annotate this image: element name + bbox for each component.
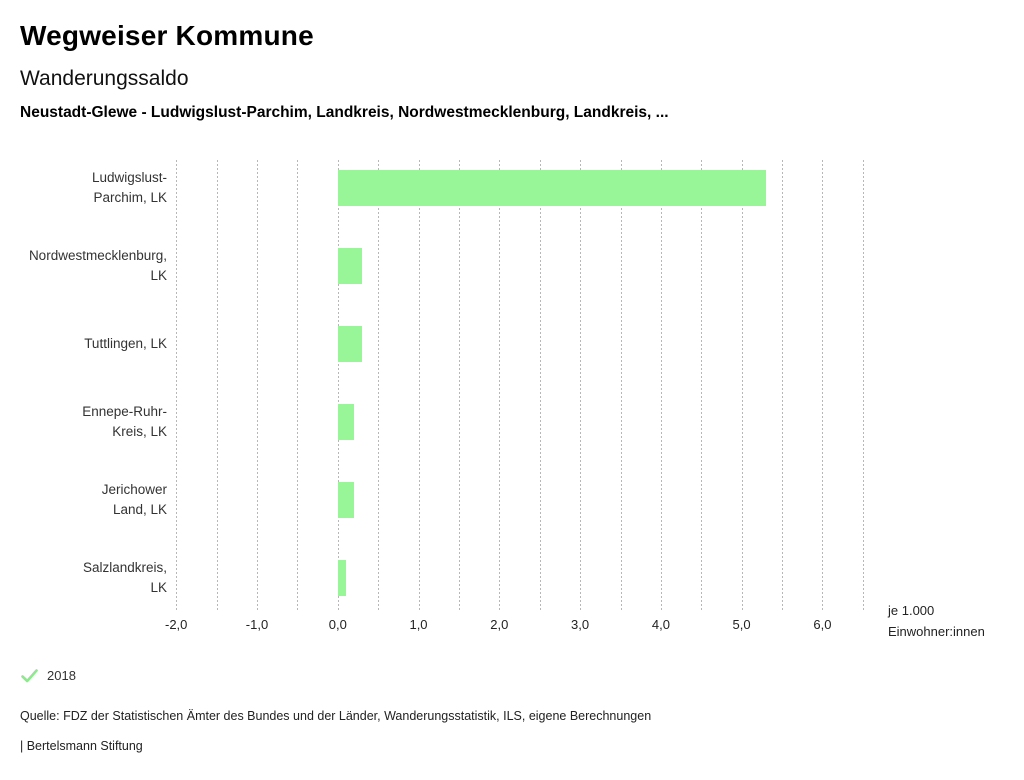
gridline (660, 160, 662, 612)
x-tick-label: -1,0 (245, 617, 269, 632)
category-label: Nordwestmecklenburg, LK (28, 248, 167, 283)
gridline (580, 160, 582, 612)
gridline (620, 160, 622, 612)
category-label: Ludwigslust- Parchim, LK (91, 170, 167, 205)
x-tick-label: 1,0 (409, 617, 428, 632)
gridline (458, 160, 460, 612)
category-label: Tuttlingen, LK (84, 336, 167, 351)
category-label: Salzlandkreis, LK (82, 560, 167, 595)
chart-subtitle: Neustadt-Glewe - Ludwigslust-Parchim, La… (20, 104, 669, 121)
gridline (216, 160, 218, 612)
gridline (257, 160, 258, 612)
gridline (176, 160, 178, 612)
x-tick-label: 3,0 (571, 617, 590, 632)
source-note: Quelle: FDZ der Statistischen Ämter des … (20, 709, 652, 723)
plot-area (156, 149, 883, 617)
x-tick-label: 6,0 (813, 617, 832, 632)
gridline (701, 160, 703, 612)
chart-title: Wanderungssaldo (20, 67, 189, 90)
site-title: Wegweiser Kommune (20, 20, 314, 51)
category-label: Jerichower Land, LK (101, 482, 167, 517)
gridline (378, 160, 380, 612)
value-axis: -2,0 -1,0 0,0 1,0 2,0 3,0 4,0 5,0 6,0 (0, 617, 1024, 637)
x-tick-label: 0,0 (328, 617, 347, 632)
category-axis: Ludwigslust- Parchim, LK Nordwestmecklenbu… (0, 149, 167, 617)
gridline (539, 160, 541, 612)
check-icon (21, 668, 38, 683)
gridline (822, 160, 824, 612)
bar-3[interactable] (337, 326, 362, 362)
bar-2[interactable] (337, 248, 362, 284)
gridline (741, 160, 743, 612)
legend-label: 2018 (47, 668, 76, 683)
x-tick-label: 2,0 (490, 617, 509, 632)
bar-6[interactable] (337, 560, 346, 596)
gridline (337, 160, 339, 612)
axis-unit-line2: Einwohner:innen (888, 623, 985, 639)
bar-1[interactable] (337, 170, 766, 206)
bar-4[interactable] (337, 404, 354, 440)
x-tick-label: 5,0 (732, 617, 751, 632)
legend-item-2018[interactable]: 2018 (21, 668, 76, 683)
attribution: | Bertelsmann Stiftung (20, 739, 143, 753)
gridline (862, 160, 864, 612)
gridline (499, 160, 501, 612)
bar-5[interactable] (337, 482, 354, 518)
gridline (297, 160, 299, 612)
category-label: Ennepe-Ruhr- Kreis, LK (82, 404, 167, 439)
x-tick-label: -2,0 (164, 617, 188, 632)
gridline (782, 160, 783, 612)
x-tick-label: 4,0 (651, 617, 670, 632)
axis-unit-label: je 1.000 Einwohner:innen (888, 601, 985, 642)
gridline (418, 160, 420, 612)
axis-unit-line1: je 1.000 (888, 603, 935, 618)
